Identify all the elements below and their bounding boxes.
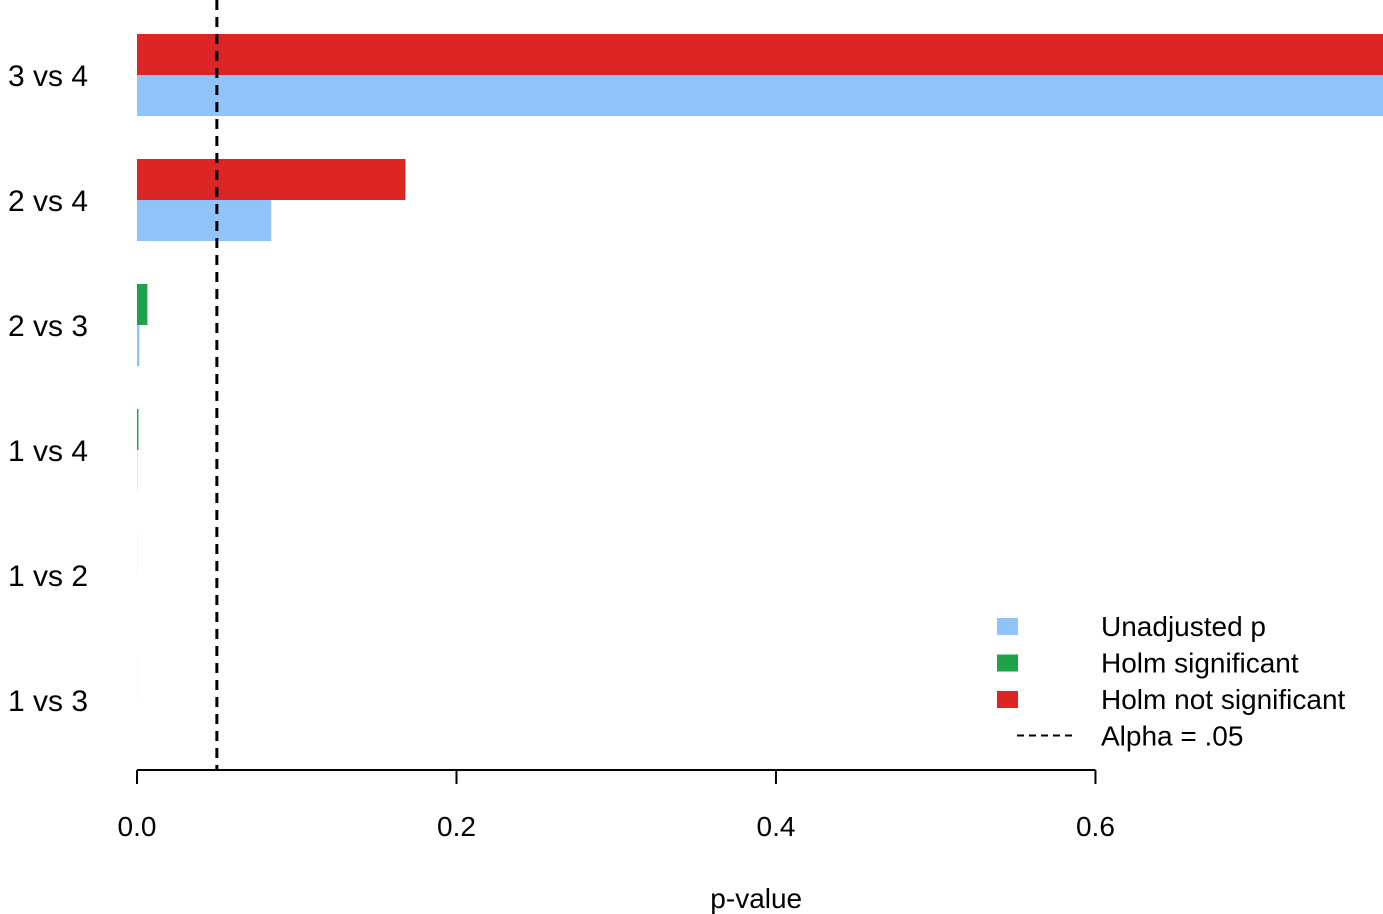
legend-swatch	[997, 654, 1018, 672]
legend: Unadjusted p Holm significant Holm not sig…	[997, 611, 1346, 752]
category-label: 2 vs 4	[8, 185, 88, 218]
legend-label: Unadjusted p	[1101, 611, 1266, 642]
category-labels: 3 vs 4 2 vs 4 2 vs 3 1 vs 4 1 vs 2 1 vs 3	[8, 60, 88, 718]
x-tick-label: 0.0	[118, 811, 157, 842]
x-tick-label: 0.4	[757, 811, 796, 842]
bar-holm-1-vs-4	[137, 409, 139, 450]
bar-holm-2-vs-3	[137, 284, 148, 325]
bars-group	[137, 34, 1383, 741]
bar-holm-2-vs-4	[137, 159, 406, 200]
category-label: 1 vs 2	[8, 560, 88, 593]
bar-holm-3-vs-4	[137, 34, 1383, 75]
legend-label: Holm significant	[1101, 648, 1299, 679]
category-label: 1 vs 3	[8, 685, 88, 718]
category-label: 1 vs 4	[8, 435, 88, 468]
legend-label: Holm not significant	[1101, 684, 1346, 715]
category-label: 2 vs 3	[8, 310, 88, 343]
legend-label: Alpha = .05	[1101, 721, 1243, 752]
category-label: 3 vs 4	[8, 60, 88, 93]
x-axis: 0.0 0.2 0.4 0.6	[118, 769, 1115, 842]
legend-swatch	[997, 618, 1018, 635]
legend-swatch	[997, 691, 1018, 708]
bar-unadjusted-2-vs-3	[137, 325, 140, 366]
bar-unadjusted-2-vs-4	[137, 200, 272, 241]
x-tick-label: 0.6	[1076, 811, 1115, 842]
x-tick-label: 0.2	[437, 811, 476, 842]
x-axis-title: p-value	[710, 883, 802, 914]
bar-unadjusted-3-vs-4	[137, 75, 1383, 116]
